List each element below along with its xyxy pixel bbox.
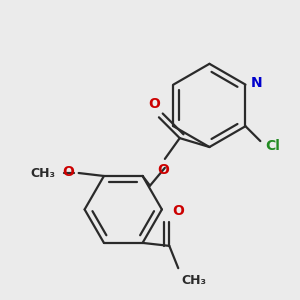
Text: O: O xyxy=(158,164,169,177)
Text: O: O xyxy=(172,204,184,218)
Text: N: N xyxy=(251,76,262,90)
Text: CH₃: CH₃ xyxy=(181,274,206,287)
Text: O: O xyxy=(148,98,160,111)
Text: O: O xyxy=(62,164,74,178)
Text: CH₃: CH₃ xyxy=(30,167,55,179)
Text: Cl: Cl xyxy=(265,139,280,152)
